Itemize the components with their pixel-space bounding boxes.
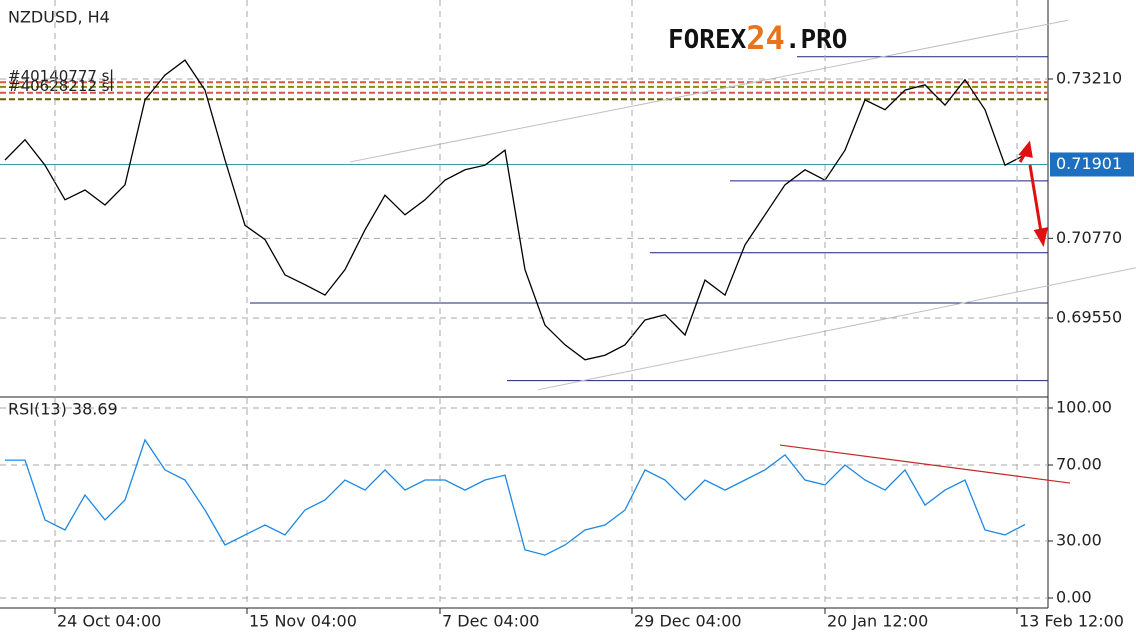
chart-title: NZDUSD, H4 (8, 8, 110, 27)
x-tick-label: 15 Nov 04:00 (249, 612, 357, 631)
y-tick-label: 0.00 (1056, 588, 1092, 607)
current-price-label: 0.71901 (1056, 154, 1122, 173)
x-tick-label: 13 Feb 12:00 (1019, 612, 1124, 631)
logo-part: 24 (746, 19, 785, 57)
logo-part: FOREX (668, 25, 747, 55)
order-label: #40140777 sl (8, 67, 114, 85)
x-tick-label: 24 Oct 04:00 (57, 612, 161, 631)
y-tick-label: 100.00 (1056, 398, 1112, 417)
y-tick-label: 0.70770 (1056, 228, 1122, 247)
x-tick-label: 29 Dec 04:00 (634, 612, 742, 631)
current-price-box (1050, 152, 1134, 177)
y-tick-label: 70.00 (1056, 455, 1102, 474)
logo: FOREX24.PRO (668, 19, 847, 57)
y-tick-label: 30.00 (1056, 531, 1102, 550)
forecast-arrows (1018, 140, 1048, 248)
series-line (5, 438, 1026, 556)
x-tick-label: 7 Dec 04:00 (442, 612, 539, 631)
channel-line (537, 267, 1136, 391)
channel-line (349, 19, 1069, 163)
order-label: #40628212 sl (8, 77, 114, 95)
x-tick-label: 20 Jan 12:00 (827, 612, 928, 631)
rsi-title: RSI(13) 38.69 (8, 400, 118, 419)
trend-line (779, 444, 1071, 484)
y-tick-label: 0.69550 (1056, 307, 1122, 326)
series-line (4, 59, 1026, 361)
logo-part: .PRO (785, 25, 848, 55)
y-tick-label: 0.73210 (1056, 69, 1122, 88)
